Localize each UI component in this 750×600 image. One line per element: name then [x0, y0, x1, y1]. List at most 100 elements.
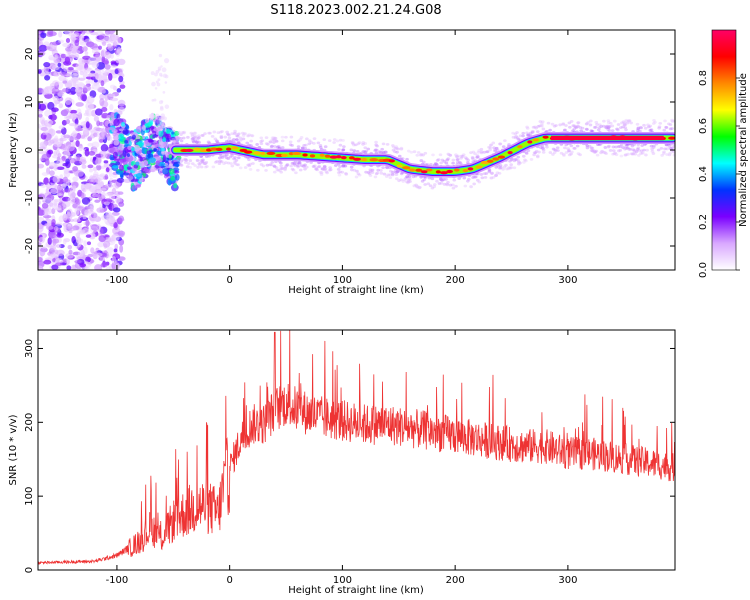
colorbar-tick-label: 0.6	[698, 118, 709, 134]
ridge-peak	[353, 157, 362, 161]
halo-blob	[451, 186, 456, 190]
halo-blob	[298, 138, 303, 141]
halo-blob	[279, 164, 283, 168]
halo-blob	[354, 143, 358, 147]
signal-blob	[153, 127, 162, 132]
halo-blob	[212, 130, 217, 134]
ridge-peak	[185, 148, 194, 152]
halo-blob	[379, 168, 383, 172]
halo-blob	[203, 165, 208, 169]
halo-blob	[573, 146, 577, 150]
signal-blob	[115, 161, 121, 166]
noise-blob	[96, 223, 101, 232]
halo-blob	[670, 118, 674, 122]
halo-blob	[479, 150, 484, 154]
halo-blob	[648, 124, 653, 128]
halo-blob	[322, 165, 327, 169]
noise-blob	[51, 137, 60, 145]
noise-blob	[75, 102, 84, 107]
noise-speck	[164, 81, 168, 84]
halo-blob	[280, 135, 285, 139]
halo-blob	[391, 148, 396, 152]
halo-blob	[269, 145, 274, 149]
halo-blob	[460, 155, 465, 158]
halo-blob	[232, 157, 236, 161]
halo-blob	[179, 163, 183, 167]
halo-blob	[610, 124, 615, 128]
halo-blob	[463, 156, 468, 160]
noise-speck	[161, 124, 166, 129]
halo-blob	[233, 129, 237, 133]
halo-blob	[665, 153, 669, 156]
signal-blob	[110, 111, 115, 119]
x-tick-label: 100	[333, 575, 352, 586]
halo-blob	[439, 181, 444, 185]
halo-blob	[539, 146, 543, 150]
halo-blob	[525, 126, 530, 130]
halo-blob	[457, 177, 461, 180]
halo-blob	[569, 144, 574, 148]
halo-blob	[440, 158, 445, 162]
noise-blob	[85, 234, 92, 238]
halo-blob	[271, 138, 276, 142]
halo-blob	[494, 174, 498, 177]
halo-blob	[630, 144, 635, 148]
halo-blob	[571, 129, 575, 133]
noise-blob	[99, 98, 105, 107]
noise-blob	[38, 87, 44, 93]
ridge-peak	[420, 170, 428, 174]
halo-blob	[291, 168, 296, 172]
halo-blob	[640, 144, 644, 147]
halo-blob	[606, 119, 611, 123]
halo-blob	[667, 122, 671, 126]
halo-blob	[177, 130, 181, 134]
noise-blob	[104, 174, 109, 180]
halo-blob	[665, 147, 669, 151]
halo-blob	[237, 132, 241, 136]
noise-blob	[83, 84, 91, 92]
signal-blob	[135, 173, 143, 179]
halo-blob	[201, 134, 205, 137]
halo-blob	[236, 156, 241, 160]
signal-blob	[111, 165, 119, 169]
halo-blob	[332, 141, 336, 144]
halo-blob	[528, 131, 533, 135]
noise-blob	[88, 72, 97, 78]
noise-blob	[48, 57, 57, 61]
halo-blob	[385, 166, 390, 170]
halo-blob	[216, 131, 221, 135]
noise-blob	[38, 265, 43, 270]
ridge-peak	[475, 165, 483, 169]
halo-blob	[233, 131, 237, 135]
colorbar-tick-label: 0.4	[698, 166, 709, 182]
halo-blob	[404, 176, 408, 180]
halo-blob	[521, 134, 525, 138]
halo-blob	[373, 149, 377, 153]
halo-blob	[174, 138, 179, 142]
halo-blob	[289, 135, 294, 139]
noise-blob	[71, 78, 79, 84]
halo-blob	[563, 146, 567, 150]
halo-blob	[505, 167, 509, 171]
halo-blob	[226, 132, 230, 136]
halo-blob	[516, 155, 521, 159]
signal-blob	[139, 177, 144, 183]
halo-blob	[374, 144, 379, 148]
noise-blob	[51, 222, 56, 227]
halo-blob	[304, 165, 309, 169]
noise-blob	[109, 84, 116, 89]
halo-blob	[437, 182, 442, 185]
halo-blob	[242, 132, 247, 136]
signal-blob	[128, 159, 132, 167]
halo-blob	[624, 128, 628, 132]
halo-blob	[567, 121, 572, 125]
halo-blob	[576, 125, 580, 129]
halo-blob	[271, 136, 276, 140]
halo-blob	[465, 160, 470, 164]
halo-blob	[561, 122, 565, 126]
signal-blob	[173, 163, 180, 168]
noise-blob	[48, 254, 55, 260]
halo-blob	[432, 183, 437, 186]
halo-blob	[370, 168, 375, 172]
noise-blob	[118, 232, 125, 237]
